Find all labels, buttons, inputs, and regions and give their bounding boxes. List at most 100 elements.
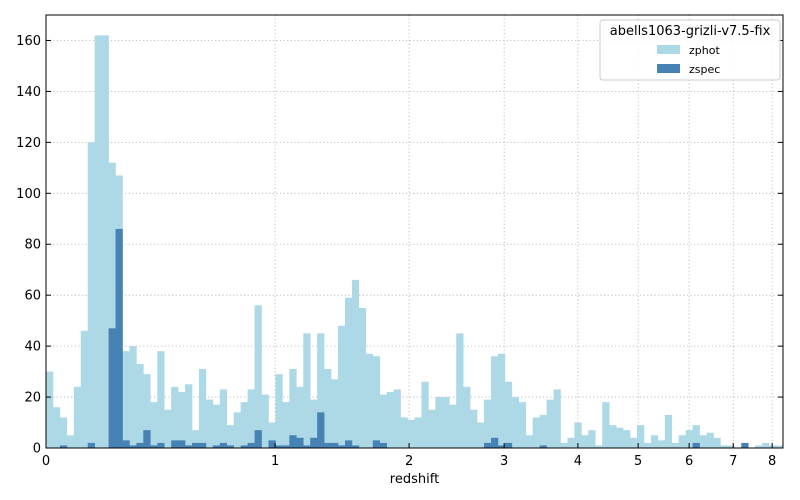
y-tick-label: 120	[16, 136, 41, 151]
y-tick-label: 20	[24, 391, 41, 406]
x-tick-label: 6	[685, 454, 693, 469]
zphot-bar	[94, 35, 102, 448]
zphot-bar	[296, 386, 304, 448]
legend-label-zphot: zphot	[689, 44, 720, 57]
zphot-bar	[331, 379, 339, 448]
zphot-bar	[720, 445, 728, 448]
zphot-bar	[393, 389, 401, 448]
zphot-bar	[247, 389, 255, 448]
zphot-bars	[46, 35, 784, 449]
zphot-bar	[282, 402, 290, 448]
zphot-bar	[143, 374, 151, 448]
x-tick-label: 3	[500, 454, 508, 469]
zphot-bar	[623, 430, 631, 448]
zphot-bar	[671, 442, 679, 448]
zphot-bar	[678, 435, 686, 448]
zphot-bar	[643, 442, 652, 448]
zphot-bar	[261, 394, 269, 448]
x-tick-label: 7	[729, 454, 737, 469]
zphot-bar	[755, 445, 763, 448]
zspec-bar	[324, 442, 332, 448]
zphot-bar	[164, 409, 172, 448]
zspec-bar	[198, 442, 207, 448]
zspec-bar	[484, 442, 492, 448]
y-tick-label: 80	[24, 238, 41, 253]
zspec-bar	[171, 440, 179, 448]
zspec-bar	[87, 442, 95, 448]
zphot-bar	[171, 386, 179, 448]
zphot-bar	[87, 142, 95, 448]
zphot-bar	[588, 430, 596, 448]
zspec-bar	[331, 442, 339, 448]
zspec-bar	[150, 445, 158, 448]
zphot-bar	[344, 297, 353, 448]
zphot-bar	[310, 399, 318, 448]
zspec-bar	[268, 440, 276, 448]
zspec-bar	[122, 440, 130, 448]
zphot-bar	[122, 351, 130, 448]
zphot-bar	[150, 402, 158, 448]
x-tick-label: 2	[405, 454, 413, 469]
zspec-bar	[108, 328, 116, 448]
y-tick-label: 0	[33, 442, 41, 457]
zphot-bar	[212, 404, 221, 448]
zphot-bar	[442, 397, 450, 448]
zphot-bar	[289, 369, 297, 448]
zphot-bar	[52, 407, 61, 448]
x-tick-label: 8	[768, 454, 776, 469]
zspec-bar	[115, 228, 123, 448]
zphot-bar	[108, 162, 116, 449]
zphot-bar	[317, 333, 325, 448]
zphot-bar	[546, 399, 554, 448]
zphot-bar	[727, 445, 735, 448]
x-axis-label: redshift	[390, 472, 439, 487]
zspec-bar	[317, 412, 325, 448]
zphot-bar	[129, 346, 137, 448]
legend: abells1063-grizli-v7.5-fix zphot zspec	[599, 19, 781, 81]
zphot-bar	[59, 417, 68, 448]
zphot-bar	[101, 35, 109, 448]
zphot-bar	[46, 371, 54, 448]
zspec-bar	[490, 437, 499, 448]
x-tick-label: 5	[634, 454, 642, 469]
x-tick-label: 0	[42, 454, 50, 469]
zphot-bar	[602, 402, 610, 448]
zphot-bar	[456, 333, 464, 448]
zspec-bar	[185, 445, 193, 448]
zphot-bar	[699, 435, 707, 448]
zspec-bar	[157, 442, 165, 448]
zphot-bar	[630, 437, 638, 448]
zspec-bar	[136, 442, 144, 448]
zspec-bars	[59, 228, 749, 448]
zphot-bar	[574, 422, 582, 448]
zphot-bar	[240, 402, 248, 448]
zphot-bar	[609, 425, 617, 448]
zphot-bar	[497, 353, 506, 448]
zphot-bar	[136, 363, 144, 448]
zspec-bar	[192, 442, 200, 448]
zspec-bar	[226, 445, 235, 448]
zspec-bar	[372, 440, 381, 448]
y-tick-label: 40	[24, 340, 41, 355]
zphot-bar	[178, 391, 186, 448]
legend-swatch-zspec	[657, 64, 680, 73]
zphot-bar	[205, 399, 214, 448]
zspec-bar	[143, 430, 151, 448]
zphot-bar	[616, 427, 624, 448]
zphot-bar	[365, 353, 374, 448]
zphot-bar	[414, 417, 422, 448]
zphot-bar	[692, 425, 700, 448]
zphot-bar	[449, 404, 457, 448]
zphot-bar	[581, 435, 589, 448]
zspec-bar	[219, 442, 228, 448]
zphot-bar	[685, 430, 693, 448]
zphot-bar	[324, 369, 332, 448]
zspec-bar	[741, 442, 749, 448]
zphot-bar	[192, 430, 200, 448]
zphot-bar	[706, 432, 714, 448]
zphot-bar	[379, 394, 387, 448]
zphot-bar	[567, 437, 575, 448]
zphot-bar	[539, 414, 547, 448]
